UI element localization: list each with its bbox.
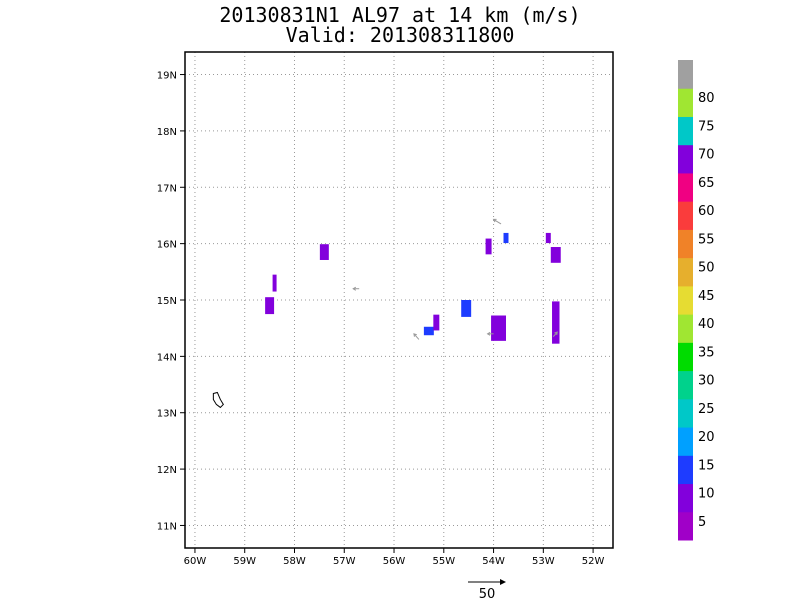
x-tick-label: 55W bbox=[432, 556, 455, 567]
y-tick-label: 18N bbox=[157, 127, 177, 138]
colorbar-segment bbox=[678, 483, 693, 513]
reference-vector: 50 bbox=[468, 579, 506, 600]
colorbar-label: 60 bbox=[698, 204, 715, 219]
colorbar-label: 35 bbox=[698, 345, 715, 360]
y-tick-label: 14N bbox=[157, 352, 177, 363]
colorbar-label: 55 bbox=[698, 232, 715, 247]
y-tick-label: 13N bbox=[157, 409, 177, 420]
colorbar-segment bbox=[678, 172, 693, 202]
chart-title: 20130831N1 AL97 at 14 km (m/s) bbox=[219, 3, 581, 27]
colorbar-label: 65 bbox=[698, 176, 715, 191]
colorbar-label: 80 bbox=[698, 91, 715, 106]
wind-cell bbox=[550, 247, 561, 263]
wind-vector bbox=[413, 333, 420, 340]
wind-cell bbox=[485, 238, 492, 255]
x-tick-label: 52W bbox=[582, 556, 605, 567]
wind-vector bbox=[352, 286, 360, 291]
axis-ticks: 60W 59W 58W 57W 56W 55W 54W 53W 52W 11N 12N 13N 14N 1… bbox=[157, 71, 605, 567]
x-tick-label: 59W bbox=[233, 556, 256, 567]
colorbar-label: 25 bbox=[698, 402, 715, 417]
colorbar-segment bbox=[678, 88, 693, 117]
reference-vector-label: 50 bbox=[479, 587, 496, 600]
wind-cell bbox=[461, 300, 472, 317]
colorbar-label: 20 bbox=[698, 430, 715, 445]
wind-vector bbox=[486, 331, 494, 336]
y-tick-label: 16N bbox=[157, 240, 177, 251]
colorbar-segment bbox=[678, 398, 693, 428]
x-tick-label: 58W bbox=[283, 556, 306, 567]
wind-cell bbox=[272, 274, 277, 292]
island-shape bbox=[212, 391, 224, 409]
colorbar-label: 10 bbox=[698, 487, 715, 502]
chart-valid-time: Valid: 201308311800 bbox=[285, 23, 515, 47]
colorbar-label: 45 bbox=[698, 289, 715, 304]
colorbar-segment bbox=[678, 60, 693, 89]
colorbar-label: 15 bbox=[698, 458, 715, 473]
y-tick-label: 15N bbox=[157, 296, 177, 307]
wind-cell bbox=[319, 244, 329, 260]
wind-cell bbox=[552, 301, 560, 344]
colorbar-segment bbox=[678, 116, 693, 146]
colorbar-segment bbox=[678, 257, 693, 287]
colorbar-label: 30 bbox=[698, 374, 715, 389]
island-outline bbox=[212, 391, 224, 409]
x-tick-label: 53W bbox=[532, 556, 555, 567]
wind-cell bbox=[433, 314, 440, 331]
colorbar-segment bbox=[678, 314, 693, 343]
colorbar-segment bbox=[678, 229, 693, 259]
wind-cell bbox=[265, 297, 275, 315]
x-tick-label: 60W bbox=[184, 556, 207, 567]
x-tick-label: 57W bbox=[333, 556, 356, 567]
wind-cells bbox=[265, 232, 561, 344]
y-tick-label: 12N bbox=[157, 465, 177, 476]
colorbar-segment bbox=[678, 285, 693, 315]
colorbar-segment bbox=[678, 201, 693, 230]
x-tick-label: 56W bbox=[383, 556, 406, 567]
colorbar-segment bbox=[678, 455, 693, 485]
colorbar-segment bbox=[678, 370, 693, 400]
wind-vector bbox=[492, 218, 502, 225]
y-tick-label: 11N bbox=[157, 521, 177, 532]
colorbar-label: 5 bbox=[698, 515, 706, 530]
wind-cell bbox=[491, 315, 506, 341]
wind-vector bbox=[552, 331, 558, 337]
colorbar-segment bbox=[678, 511, 693, 541]
colorbar: 5 10 15 20 25 30 35 40 45 50 55 60 65 70 75 80 bbox=[678, 60, 715, 541]
colorbar-label: 40 bbox=[698, 317, 715, 332]
colorbar-label: 50 bbox=[698, 261, 715, 276]
wind-cell bbox=[423, 326, 434, 336]
wind-cell bbox=[503, 232, 509, 244]
x-tick-label: 54W bbox=[482, 556, 505, 567]
colorbar-segment bbox=[678, 144, 693, 174]
colorbar-label: 70 bbox=[698, 148, 715, 163]
y-tick-label: 17N bbox=[157, 183, 177, 194]
wind-vectors bbox=[352, 218, 558, 340]
colorbar-label: 75 bbox=[698, 119, 715, 134]
colorbar-segment bbox=[678, 427, 693, 456]
grid-lines bbox=[185, 52, 613, 548]
colorbar-segment bbox=[678, 342, 693, 372]
wind-cell bbox=[545, 232, 551, 244]
y-tick-label: 19N bbox=[157, 71, 177, 82]
